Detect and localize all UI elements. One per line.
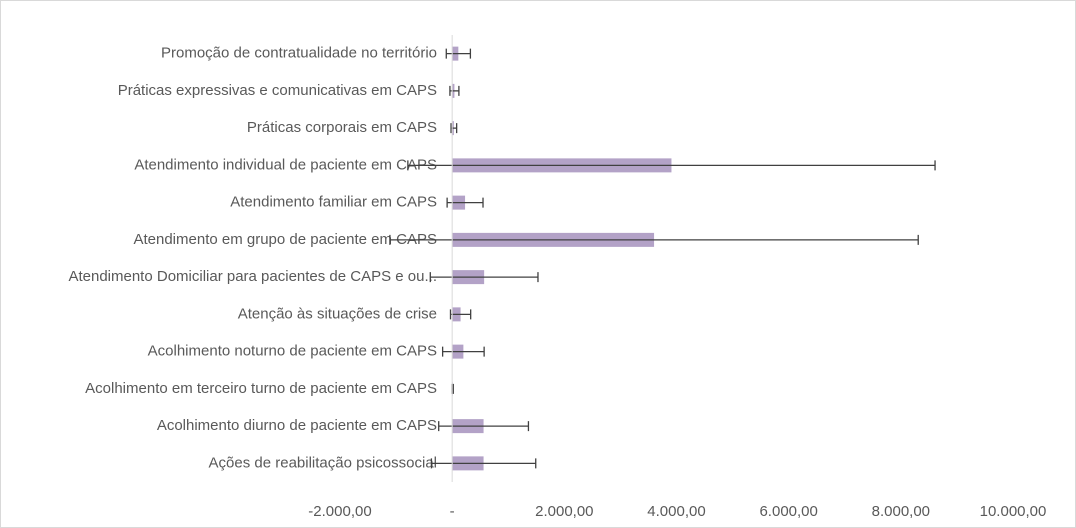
error-bar <box>438 421 530 432</box>
x-tick-label: 8.000,00 <box>872 503 930 520</box>
x-tick-label: 4.000,00 <box>647 503 705 520</box>
x-tick-label: 2.000,00 <box>535 503 593 520</box>
error-bar <box>449 85 460 96</box>
y-tick-label: Atendimento individual de paciente em CA… <box>134 156 437 173</box>
x-tick-label: -2.000,00 <box>308 503 371 520</box>
y-tick-label: Ações de reabilitação psicossocial <box>209 454 437 471</box>
error-bar <box>446 197 484 208</box>
x-tick-label: 10.000,00 <box>980 503 1047 520</box>
y-tick-label: Atendimento Domiciliar para pacientes de… <box>68 268 437 285</box>
y-tick-label: Atendimento familiar em CAPS <box>230 194 437 211</box>
y-tick-label: Atenção às situações de crise <box>238 305 437 322</box>
error-bar <box>445 48 472 59</box>
error-bar <box>441 346 485 357</box>
y-tick-label: Acolhimento noturno de paciente em CAPS <box>148 343 437 360</box>
error-bar <box>449 309 472 320</box>
y-tick-label: Atendimento em grupo de paciente em CAPS <box>133 231 437 248</box>
error-bar <box>430 458 537 469</box>
error-bar <box>407 160 936 171</box>
x-tick-label: 6.000,00 <box>759 503 817 520</box>
y-tick-label: Práticas corporais em CAPS <box>247 119 437 136</box>
error-bar <box>389 234 919 245</box>
y-tick-label: Práticas expressivas e comunicativas em … <box>118 82 437 99</box>
y-tick-label: Acolhimento em terceiro turno de pacient… <box>85 380 437 397</box>
y-tick-label: Promoção de contratualidade no territóri… <box>161 45 437 62</box>
x-tick-label: - <box>450 503 455 520</box>
y-tick-label: Acolhimento diurno de paciente em CAPS <box>157 417 437 434</box>
error-bar <box>429 272 539 283</box>
